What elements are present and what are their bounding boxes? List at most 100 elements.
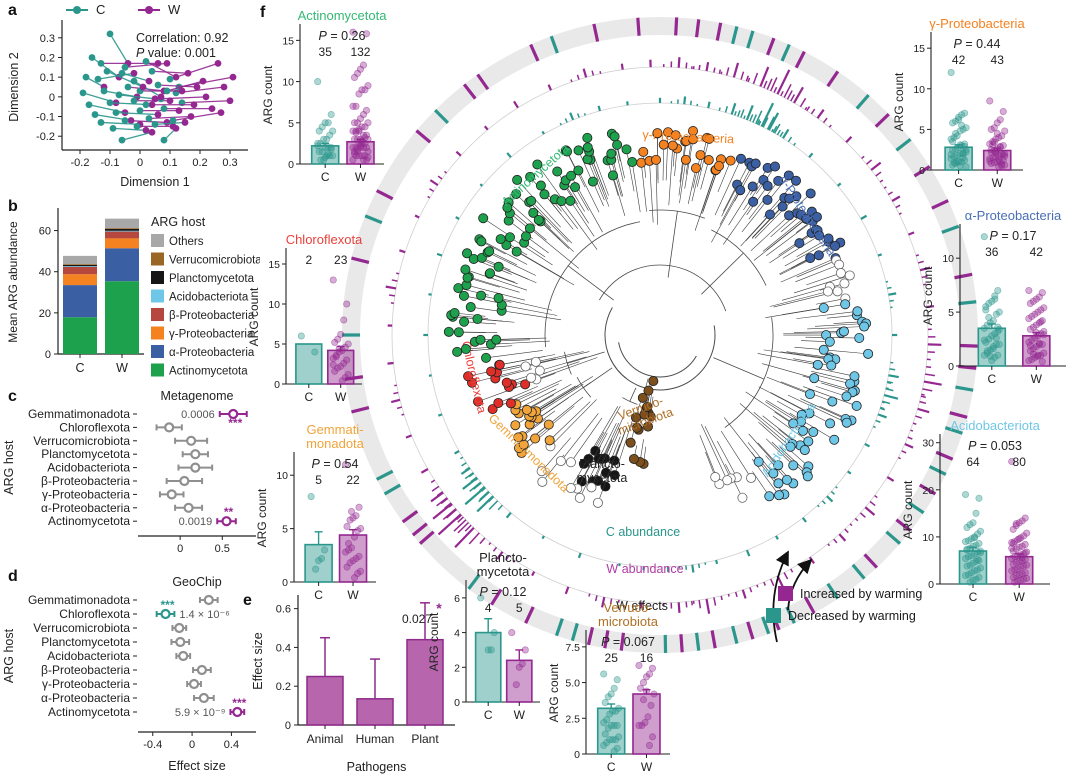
svg-text:23: 23 (334, 253, 348, 267)
mini_alpha: α-Proteobacteria 0 5 10 ARG count C W P = 0.17 3… (922, 208, 1066, 386)
svg-text:Human: Human (356, 732, 395, 746)
svg-text:-0.2: -0.2 (71, 157, 90, 169)
panel-c-forest: Metagenome Gemmatimonadota 0.0006 *** Chloro… (2, 389, 256, 555)
svg-text:γ-Proteobacteria: γ-Proteobacteria (642, 128, 734, 147)
svg-text:132: 132 (350, 45, 370, 59)
mini_planctomycetota: Plancto-mycetota 0 2 4 6 ARG count C W P = 0.12 4… (428, 550, 540, 722)
stack-seg-Planctomycetota (63, 264, 97, 267)
svg-text:Acidobacteriota: Acidobacteriota (169, 292, 249, 304)
legend-decreased: Decreased by warming (766, 608, 998, 623)
svg-text:0.027: 0.027 (402, 612, 432, 626)
svg-text:Verrucomicrobiota: Verrucomicrobiota (33, 434, 130, 448)
mini-alpha-proteobacteria: α-Proteobacteria 0 5 10 ARG count C W P = 0.17 3… (922, 206, 1074, 394)
svg-text:Plancto-: Plancto- (479, 550, 527, 565)
svg-text:Pathogens: Pathogens (347, 760, 407, 774)
svg-text:10: 10 (922, 532, 934, 544)
svg-text:Gemmati-: Gemmati- (306, 422, 363, 437)
phylum-Verrucomicrobiota (625, 376, 659, 469)
svg-text:C: C (314, 588, 323, 602)
svg-text:Metagenome: Metagenome (161, 389, 234, 403)
svg-text:0: 0 (189, 739, 195, 751)
svg-text:Others: Others (169, 236, 204, 248)
svg-text:Verrucomicrobiota: Verrucomicrobiota (169, 255, 260, 267)
svg-text:0.0006: 0.0006 (181, 409, 215, 421)
pathogen-effect-panel: 0 0.2 0.4 0.6 Effect size Animal Human Plant 0.0… (250, 575, 475, 781)
procrustes-pairs (79, 30, 237, 144)
phylum-Planctomycetota (576, 387, 637, 492)
svg-text:Planctomycetota: Planctomycetota (169, 273, 255, 285)
svg-text:ARG count: ARG count (248, 287, 261, 346)
stack-seg-Verrucomicrobiota (105, 228, 139, 229)
svg-text:Effect size: Effect size (251, 632, 265, 689)
phylum-unclassified-3 (536, 399, 620, 508)
svg-text:15: 15 (268, 259, 280, 271)
jitter-C (477, 594, 498, 654)
stack-seg-β-Proteobacteria (63, 266, 97, 275)
svg-text:P = 0.17: P = 0.17 (990, 229, 1037, 243)
mini_chloroflexota: Chloroflexota 0 5 10 15 ARG count C W 2 23 (248, 232, 363, 404)
svg-text:Gemmatimonadota: Gemmatimonadota (28, 593, 130, 607)
svg-text:γ-Proteobacteria: γ-Proteobacteria (169, 329, 254, 341)
svg-text:Animal: Animal (307, 732, 344, 746)
svg-text:ARG count: ARG count (893, 72, 906, 131)
svg-text:0: 0 (574, 749, 580, 761)
svg-text:0: 0 (948, 361, 954, 373)
stacked-abundance-panel: 0 20 40 60 Mean ARG abundance C W ARG host Other… (4, 196, 260, 392)
stack-seg-Planctomycetota (105, 228, 139, 231)
svg-text:***: *** (161, 598, 175, 612)
svg-text:Acidobacteriota: Acidobacteriota (47, 649, 130, 663)
svg-text:0.3: 0.3 (222, 157, 237, 169)
svg-text:β-Proteobacteria: β-Proteobacteria (41, 663, 130, 677)
panel-a-scatter: -0.2 -0.1 0 0.1 0.2 0.3 -0.2 -0.1 0 0.1 0.2 0.3 Dime… (7, 2, 248, 189)
svg-text:monadota: monadota (306, 436, 365, 451)
svg-text:W abundance: W abundance (606, 562, 683, 576)
svg-text:0.1: 0.1 (162, 157, 177, 169)
svg-text:60: 60 (39, 226, 51, 238)
svg-text:22: 22 (346, 473, 360, 487)
svg-text:0.2: 0.2 (192, 157, 207, 169)
svg-text:W: W (116, 361, 128, 375)
svg-text:0: 0 (285, 720, 291, 732)
phylum-Actinomycetota (443, 128, 641, 363)
mini-actinomycetota: Actinomycetota 0 5 10 15 ARG count C W P = 0.26 3… (262, 6, 392, 192)
jitter-W (1008, 457, 1031, 586)
svg-text:Dimension 1: Dimension 1 (120, 175, 190, 189)
svg-text:2: 2 (305, 253, 312, 267)
svg-text:5: 5 (274, 339, 280, 351)
panel-label-c: c (8, 388, 17, 405)
svg-text:0: 0 (454, 697, 460, 709)
procrustes-scatter-panel: -0.2 -0.1 0 0.1 0.2 0.3 -0.2 -0.1 0 0.1 0.2 0.3 Dime… (4, 0, 256, 198)
bar-Animal (306, 675, 344, 726)
svg-text:α-Proteobacteria: α-Proteobacteria (41, 691, 130, 705)
svg-text:P value: 0.001: P value: 0.001 (136, 46, 216, 60)
svg-text:0.3: 0.3 (40, 33, 55, 45)
jitter-C (314, 78, 337, 164)
jitter-W (635, 661, 658, 749)
panel-label-e: e (243, 592, 252, 609)
svg-text:-0.1: -0.1 (36, 112, 55, 124)
svg-text:Actinomycetota: Actinomycetota (298, 8, 388, 23)
mini_actinomycetota: Actinomycetota 0 5 10 15 ARG count C W P = 0.26 3… (262, 8, 388, 184)
decreased-label: Decreased by warming (788, 608, 916, 623)
svg-text:ARG count: ARG count (902, 480, 915, 539)
svg-text:80: 80 (1013, 455, 1027, 469)
svg-text:Actinomycetota: Actinomycetota (48, 705, 130, 719)
mini_verrucomicrobiota: Verruco-microbiota 0 2.5 5.0 7.5 ARG count C W P… (548, 600, 670, 774)
svg-text:0.2: 0.2 (276, 681, 291, 693)
svg-text:C: C (75, 361, 84, 375)
svg-text:β-Proteobacteria: β-Proteobacteria (41, 474, 130, 488)
svg-text:0.5: 0.5 (215, 543, 230, 555)
warming-legend: Increased by warming Decreased by warmin… (758, 586, 998, 630)
panel-label-a: a (8, 2, 17, 19)
svg-text:C: C (987, 372, 996, 386)
stack-seg-Others (105, 218, 139, 229)
svg-text:35: 35 (319, 45, 333, 59)
svg-text:-0.2: -0.2 (36, 131, 55, 143)
svg-text:5: 5 (282, 524, 288, 536)
svg-text:β-Proteobacteria: β-Proteobacteria (169, 310, 255, 322)
increased-label: Increased by warming (800, 586, 923, 601)
legend-swatch (151, 252, 164, 266)
legend-swatch (151, 289, 164, 303)
svg-text:C: C (954, 176, 963, 190)
